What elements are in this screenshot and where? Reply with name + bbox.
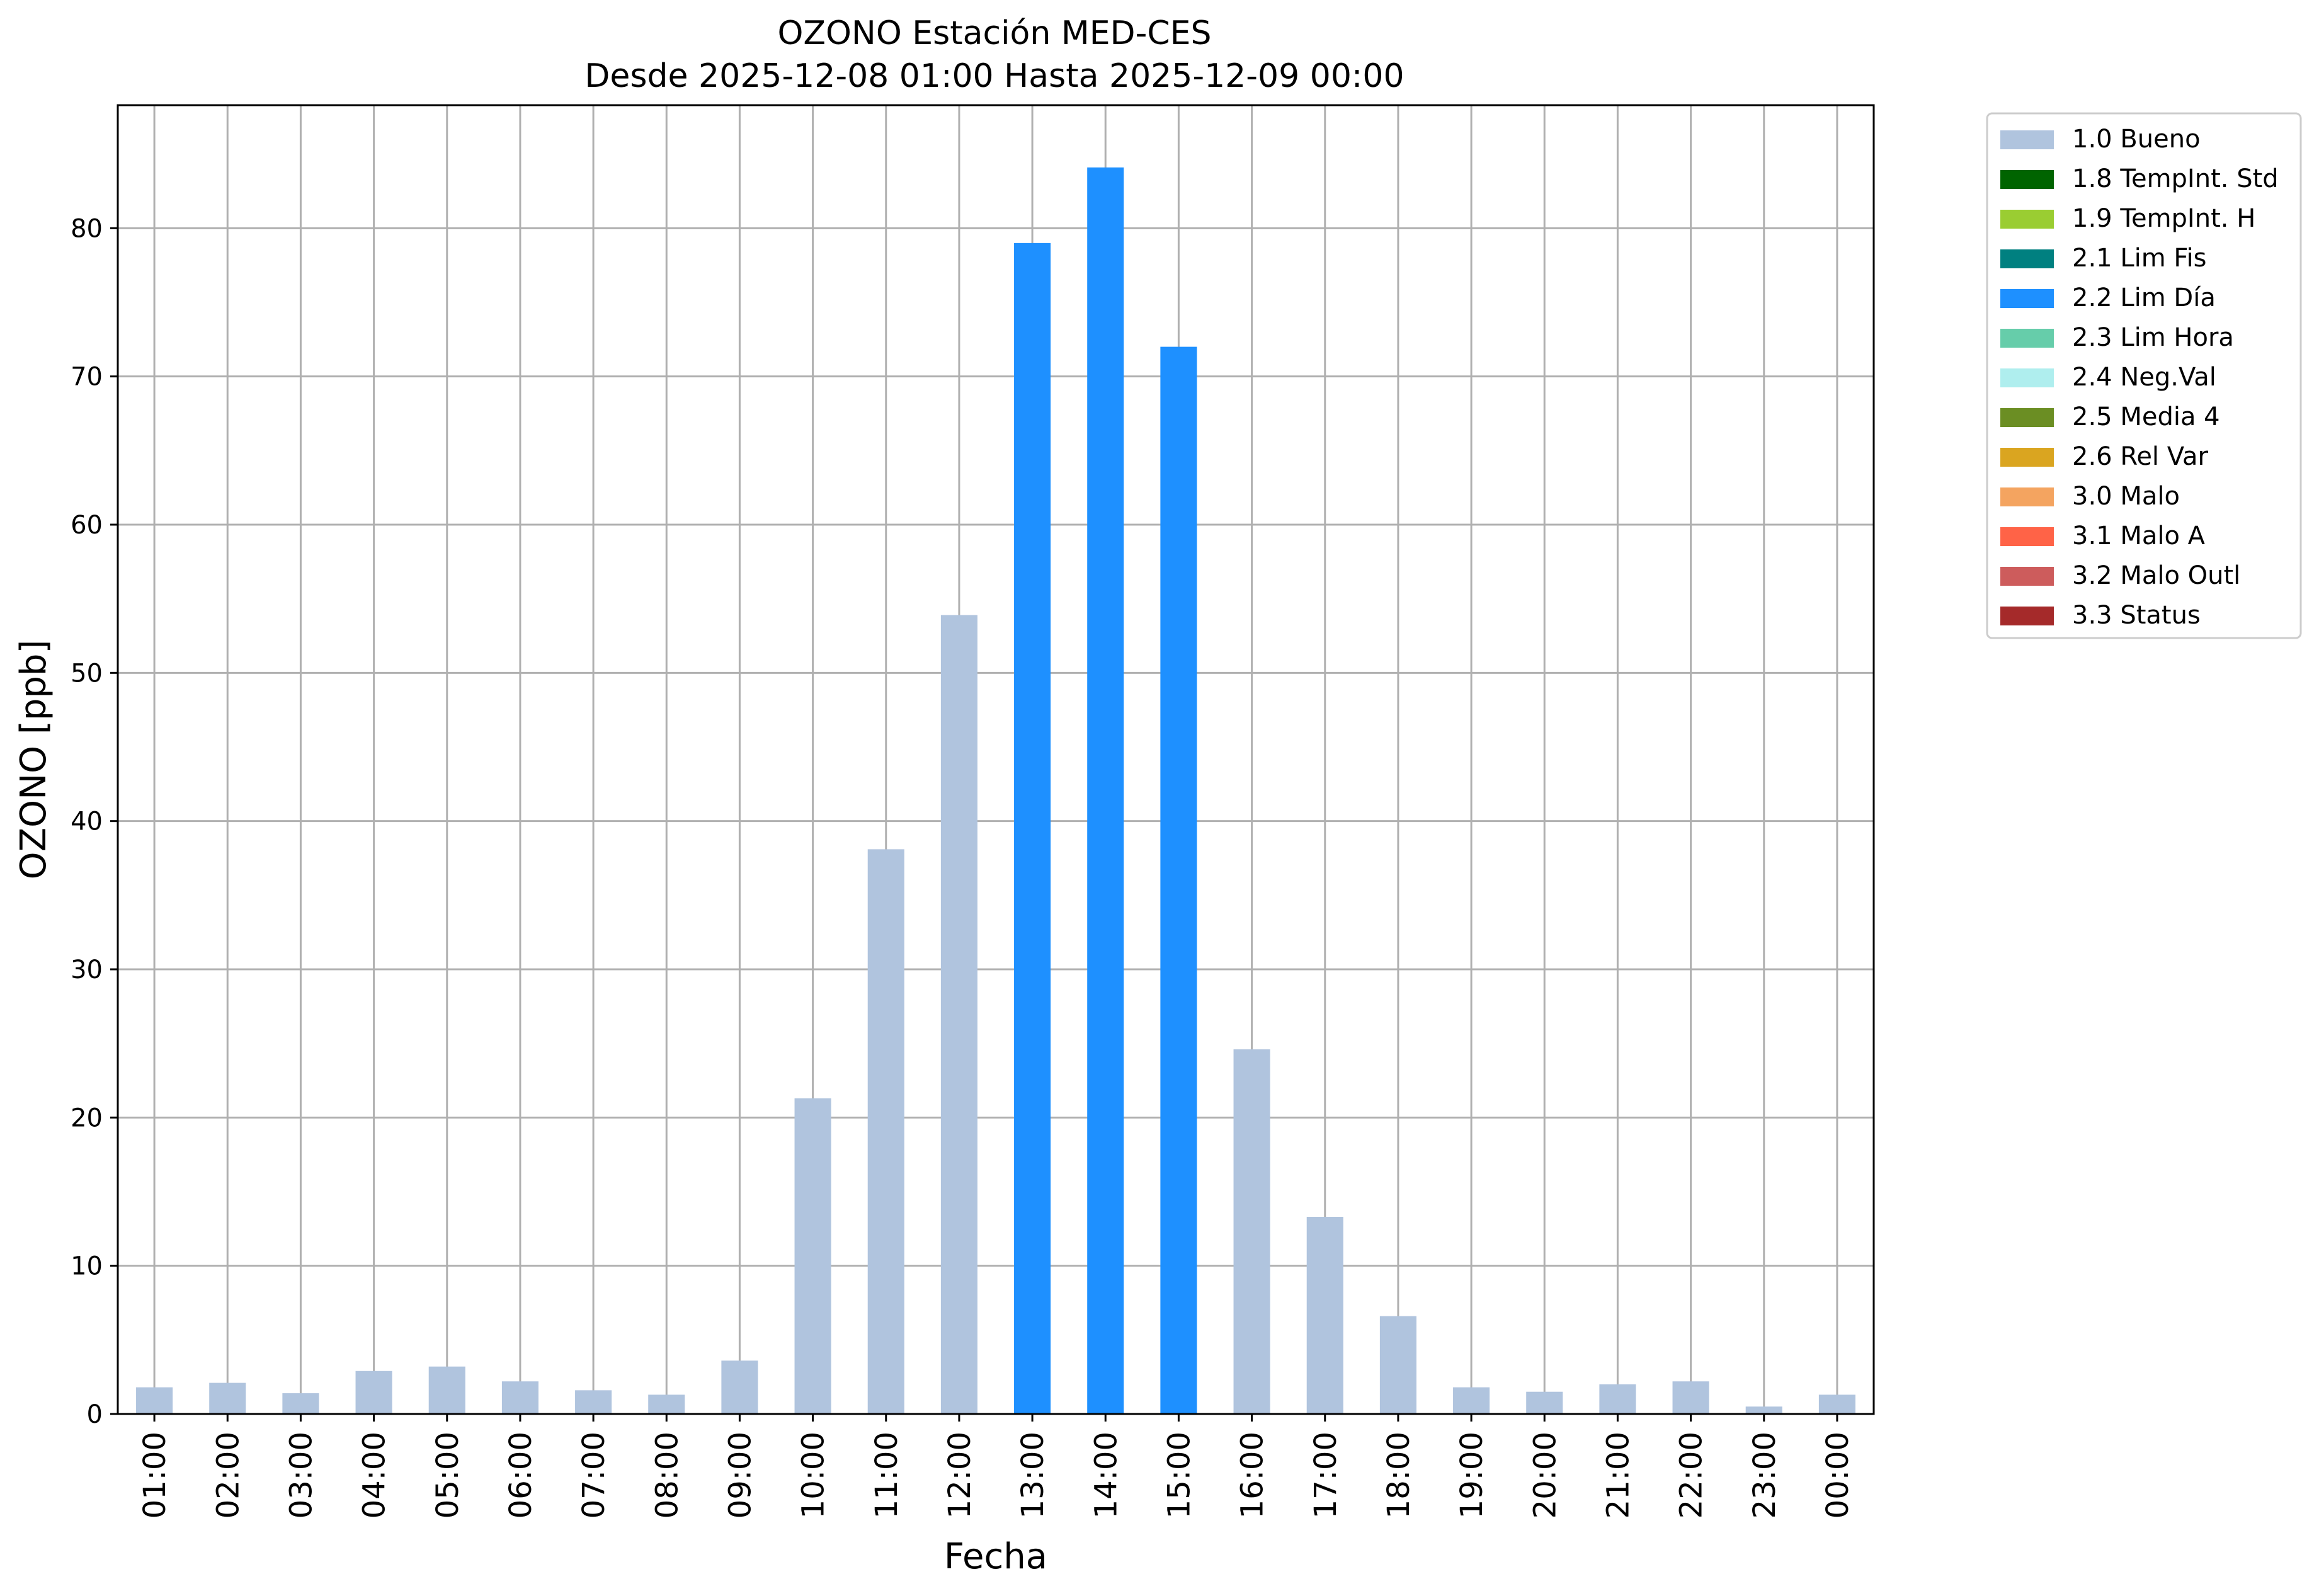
bar-1100 [867,849,904,1414]
bar-0300 [282,1393,319,1414]
bar-2100 [1599,1384,1636,1414]
bar-0900 [721,1360,758,1414]
legend-label: 3.1 Malo A [2072,522,2206,550]
x-tick-label: 20:00 [1527,1432,1563,1519]
bar-1800 [1379,1316,1416,1414]
bar-1000 [794,1098,831,1414]
x-tick-label: 23:00 [1747,1432,1782,1519]
x-tick-label: 05:00 [430,1432,465,1519]
legend-swatch [2000,487,2054,506]
legend-swatch [2000,567,2054,586]
bar-0700 [575,1390,612,1414]
legend-label: 2.6 Rel Var [2072,442,2209,471]
x-axis-label: Fecha [944,1536,1047,1577]
legend-swatch [2000,130,2054,149]
x-tick-label: 15:00 [1161,1432,1197,1519]
x-tick-label: 12:00 [942,1432,977,1519]
legend-swatch [2000,607,2054,625]
bar-2000 [1526,1391,1563,1414]
legend: 1.0 Bueno 1.8 TempInt. Std 1.9 TempInt. H 2… [1986,112,2302,639]
legend-label: 3.0 Malo [2072,482,2180,511]
axes: 0 10 20 30 40 50 60 70 80 01:00 02:00 03:00 04:00 05:… [71,214,1855,1519]
bar-0000 [1818,1394,1855,1414]
bars [136,167,1855,1415]
grid-lines [118,105,1874,1415]
legend-swatch [2000,329,2054,348]
x-tick-label: 13:00 [1015,1432,1051,1519]
x-tick-label: 19:00 [1454,1432,1490,1519]
chart-title: OZONO Estación MED-CES [777,14,1211,52]
bar-1600 [1233,1049,1270,1414]
legend-swatch [2000,289,2054,308]
x-tick-label: 01:00 [137,1432,173,1519]
bar-1300 [1014,242,1051,1414]
bar-2200 [1672,1381,1709,1414]
x-tick-label: 11:00 [869,1432,904,1519]
x-tick-label: 09:00 [722,1432,758,1519]
x-tick-label: 06:00 [503,1432,538,1519]
x-tick-label: 14:00 [1088,1432,1124,1519]
y-tick-label: 80 [71,214,103,243]
y-axis-label: OZONO [ppb] [13,640,54,880]
x-tick-label: 02:00 [210,1432,246,1519]
y-tick-label: 70 [71,363,103,392]
bar-0400 [355,1371,392,1414]
legend-frame [1986,112,2302,639]
bar-1700 [1306,1217,1343,1414]
legend-label: 3.3 Status [2072,601,2201,630]
bar-2300 [1745,1406,1782,1414]
x-tick-label: 10:00 [796,1432,831,1519]
y-tick-label: 60 [71,511,103,540]
x-tick-label: 08:00 [649,1432,685,1519]
bar-1400 [1087,167,1124,1414]
bar-0100 [136,1387,173,1414]
y-tick-label: 20 [71,1103,103,1132]
y-tick-label: 30 [71,955,103,984]
x-tick-label: 22:00 [1674,1432,1709,1519]
legend-swatch [2000,527,2054,546]
chart-subtitle: Desde 2025-12-08 01:00 Hasta 2025-12-09 … [584,57,1404,95]
legend-label: 1.9 TempInt. H [2072,204,2255,233]
bar-0500 [428,1366,465,1414]
y-tick-label: 40 [71,807,103,836]
legend-swatch [2000,210,2054,229]
bar-0800 [648,1394,685,1414]
x-tick-label: 00:00 [1820,1432,1855,1519]
x-tick-label: 21:00 [1600,1432,1636,1519]
legend-label: 3.2 Malo Outl [2072,561,2240,590]
legend-label: 2.5 Media 4 [2072,402,2220,431]
legend-label: 2.3 Lim Hora [2072,323,2234,352]
legend-label: 2.4 Neg.Val [2072,363,2216,392]
legend-label: 2.2 Lim Día [2072,283,2216,312]
bar-1200 [940,615,977,1414]
bar-0600 [501,1381,538,1414]
legend-swatch [2000,448,2054,467]
x-tick-label: 04:00 [357,1432,392,1519]
legend-swatch [2000,249,2054,268]
legend-label: 1.0 Bueno [2072,125,2201,154]
x-tick-label: 18:00 [1381,1432,1416,1519]
y-tick-label: 0 [87,1400,103,1429]
legend-swatch [2000,170,2054,189]
plot-frame [117,104,1875,1415]
x-tick-label: 07:00 [576,1432,612,1519]
bar-1900 [1453,1387,1490,1414]
y-tick-label: 50 [71,659,103,688]
legend-swatch [2000,368,2054,387]
legend-label: 2.1 Lim Fis [2072,244,2206,273]
y-tick-label: 10 [71,1252,103,1281]
x-tick-label: 03:00 [283,1432,319,1519]
legend-label: 1.8 TempInt. Std [2072,164,2279,193]
bar-1500 [1160,346,1197,1415]
bar-0200 [209,1382,246,1414]
x-tick-label: 16:00 [1235,1432,1270,1519]
legend-swatch [2000,408,2054,427]
x-tick-label: 17:00 [1308,1432,1343,1519]
